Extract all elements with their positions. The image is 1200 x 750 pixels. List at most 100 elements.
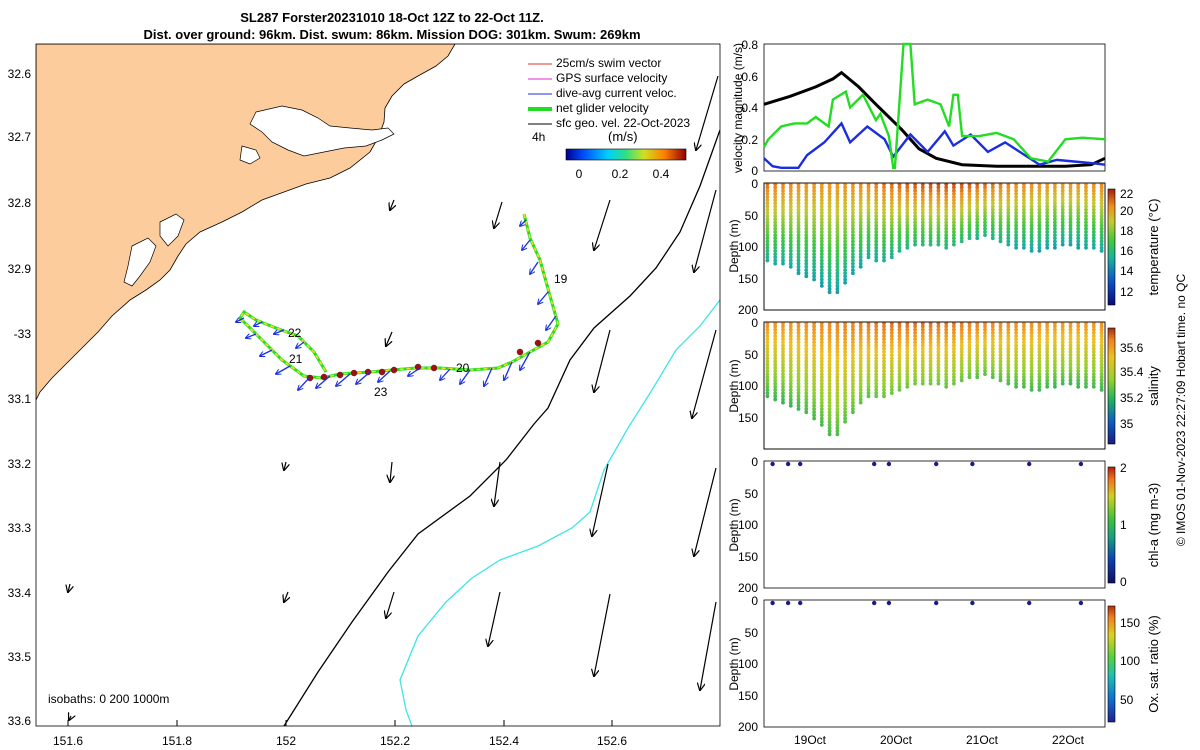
profile-sample [920,233,925,238]
profile-sample [959,188,964,193]
profile-sample [889,226,894,231]
profile-sample [1037,384,1042,389]
temperature-colorbar [1107,188,1116,306]
profile-sample [1014,230,1018,234]
profile-sample [1037,185,1042,190]
profile-sample [788,381,793,386]
profile-sample [1037,343,1042,348]
profile-sample [851,258,855,263]
profile-sample [952,356,956,361]
profile-sample [851,226,855,231]
profile-sample [936,356,941,361]
profile-sample [1076,340,1081,345]
profile-sample [1084,330,1088,335]
profile-sample [975,375,980,380]
profile-sample [796,204,801,209]
profile-sample [781,346,785,351]
profile-sample [913,195,917,199]
profile-sample [781,359,785,364]
profile-sample [1022,217,1026,222]
profile-sample [998,207,1003,212]
profile-sample [1006,233,1011,238]
profile-sample [1053,375,1057,380]
profile-sample [967,198,972,203]
profile-sample [1045,233,1050,238]
profile-sample [1068,362,1073,367]
profile-sample [866,330,871,335]
profile-sample [975,369,980,373]
profile-sample [913,217,917,222]
profile-sample [835,330,840,335]
profile-sample [936,346,941,351]
profile-sample [913,337,917,341]
profile-sample [1053,201,1057,206]
dac-vector [260,349,273,356]
profile-sample [1068,340,1073,345]
profile-sample [1076,245,1081,250]
profile-sample [998,356,1003,361]
profile-sample [796,356,801,361]
profile-sample [1014,195,1018,199]
profile-sample [1037,220,1042,225]
profile-sample [952,343,956,348]
profile-sample [1060,353,1065,357]
profile-sample [967,185,972,190]
profile-sample [959,217,964,222]
dac-vector [378,370,391,382]
profile-sample [866,359,871,364]
profile-sample [858,239,863,244]
profile-sample [1091,185,1096,190]
profile-sample [936,375,941,380]
profile-sample [897,236,902,241]
profile-sample [819,419,824,424]
profile-sample [952,359,956,364]
profile-sample [858,223,863,228]
profile-sample [990,330,995,335]
profile-sample [866,249,871,253]
profile-sample [874,381,879,386]
surface-sample [872,600,877,606]
profile-sample [905,201,910,206]
profile-sample [944,337,949,341]
profile-sample [804,381,809,386]
profile-sample [1099,346,1104,351]
profile-sample [1099,340,1104,345]
profile-sample [990,201,995,206]
profile-sample [1045,223,1050,228]
profile-sample [897,343,902,348]
profile-sample [1099,188,1104,193]
profile-sample [889,255,894,260]
profile-sample [998,233,1003,238]
profile-sample [882,230,886,234]
profile-sample [843,201,847,206]
profile-sample [1022,191,1026,196]
geo-arrow [594,199,611,250]
profile-sample [889,362,894,367]
profile-sample [866,369,871,373]
profile-sample [819,226,824,231]
profile-sample [1029,207,1034,212]
profile-sample [882,359,886,364]
profile-sample [796,359,801,364]
profile-sample [773,343,778,348]
profile-sample [788,198,793,203]
sal-ytick: 0 [751,316,758,330]
profile-sample [827,346,832,351]
profile-sample [819,416,824,421]
profile-sample [812,356,816,361]
profile-sample [905,337,910,341]
profile-sample [788,226,793,231]
profile-sample [952,220,956,225]
profile-sample [773,230,778,234]
profile-sample [827,410,832,415]
profile-sample [952,372,956,376]
profile-sample [866,381,871,386]
profile-sample [1060,381,1065,386]
profile-sample [1029,334,1034,338]
profile-sample [874,245,879,250]
profile-sample [1045,365,1050,370]
oxygen-panel: 0 50 100 150 200 Depth (m) 50 100 150 Ox… [727,594,1161,734]
profile-sample [1053,188,1057,193]
profile-sample [1084,324,1088,329]
profile-sample [882,245,886,250]
